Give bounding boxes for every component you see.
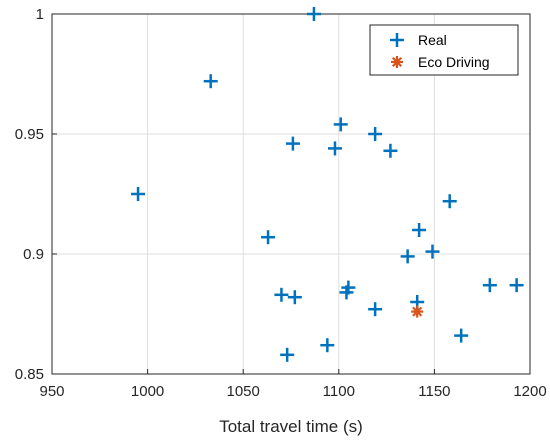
legend-item-eco-driving: Eco Driving <box>391 54 490 70</box>
y-tick-label: 0.95 <box>15 126 44 143</box>
y-tick-label: 0.9 <box>23 246 44 263</box>
real-point <box>285 136 300 151</box>
legend-item-real: Real <box>390 32 447 48</box>
legend-label-eco-driving: Eco Driving <box>418 54 490 70</box>
y-tick-labels: 0.85 0.9 0.95 1 <box>15 6 44 383</box>
y-tick-label: 1 <box>36 6 44 23</box>
real-point <box>341 280 356 295</box>
real-point <box>131 187 146 201</box>
x-axis-label: Total travel time (s) <box>219 417 363 436</box>
real-point <box>400 249 415 264</box>
real-point <box>287 290 302 305</box>
x-tick-labels: 950 1000 1050 1100 1150 1200 <box>39 383 546 400</box>
y-tick-label: 0.85 <box>15 366 44 383</box>
x-tick-label: 1200 <box>513 383 546 400</box>
real-point <box>320 338 335 353</box>
tick-marks <box>51 13 531 375</box>
x-tick-label: 1100 <box>323 383 355 400</box>
real-point <box>442 194 457 209</box>
legend: Real Eco Driving <box>369 24 519 76</box>
real-point <box>327 141 342 156</box>
data-markers <box>131 7 524 362</box>
eco-driving-point <box>411 305 424 318</box>
real-point <box>333 117 348 132</box>
x-tick-label: 1050 <box>227 383 260 400</box>
real-point <box>482 278 497 293</box>
plot-frame <box>51 13 531 375</box>
real-point <box>509 278 524 293</box>
real-point <box>203 74 218 89</box>
real-point <box>368 127 383 141</box>
real-point <box>383 143 398 158</box>
real-point <box>454 328 469 343</box>
legend-marker-real <box>390 33 404 47</box>
legend-label-real: Real <box>418 32 447 48</box>
legend-marker-eco-driving <box>391 56 403 68</box>
real-point <box>274 287 289 302</box>
real-point <box>261 230 276 245</box>
legend-items: Real Eco Driving <box>390 32 490 70</box>
real-point <box>280 347 295 362</box>
real-point <box>368 302 383 317</box>
real-point <box>425 244 440 259</box>
real-point <box>306 7 321 21</box>
real-point <box>412 223 427 237</box>
legend-box <box>369 24 519 76</box>
x-tick-label: 950 <box>39 383 64 400</box>
x-tick-label: 1150 <box>418 383 450 400</box>
x-tick-label: 1000 <box>131 383 164 400</box>
